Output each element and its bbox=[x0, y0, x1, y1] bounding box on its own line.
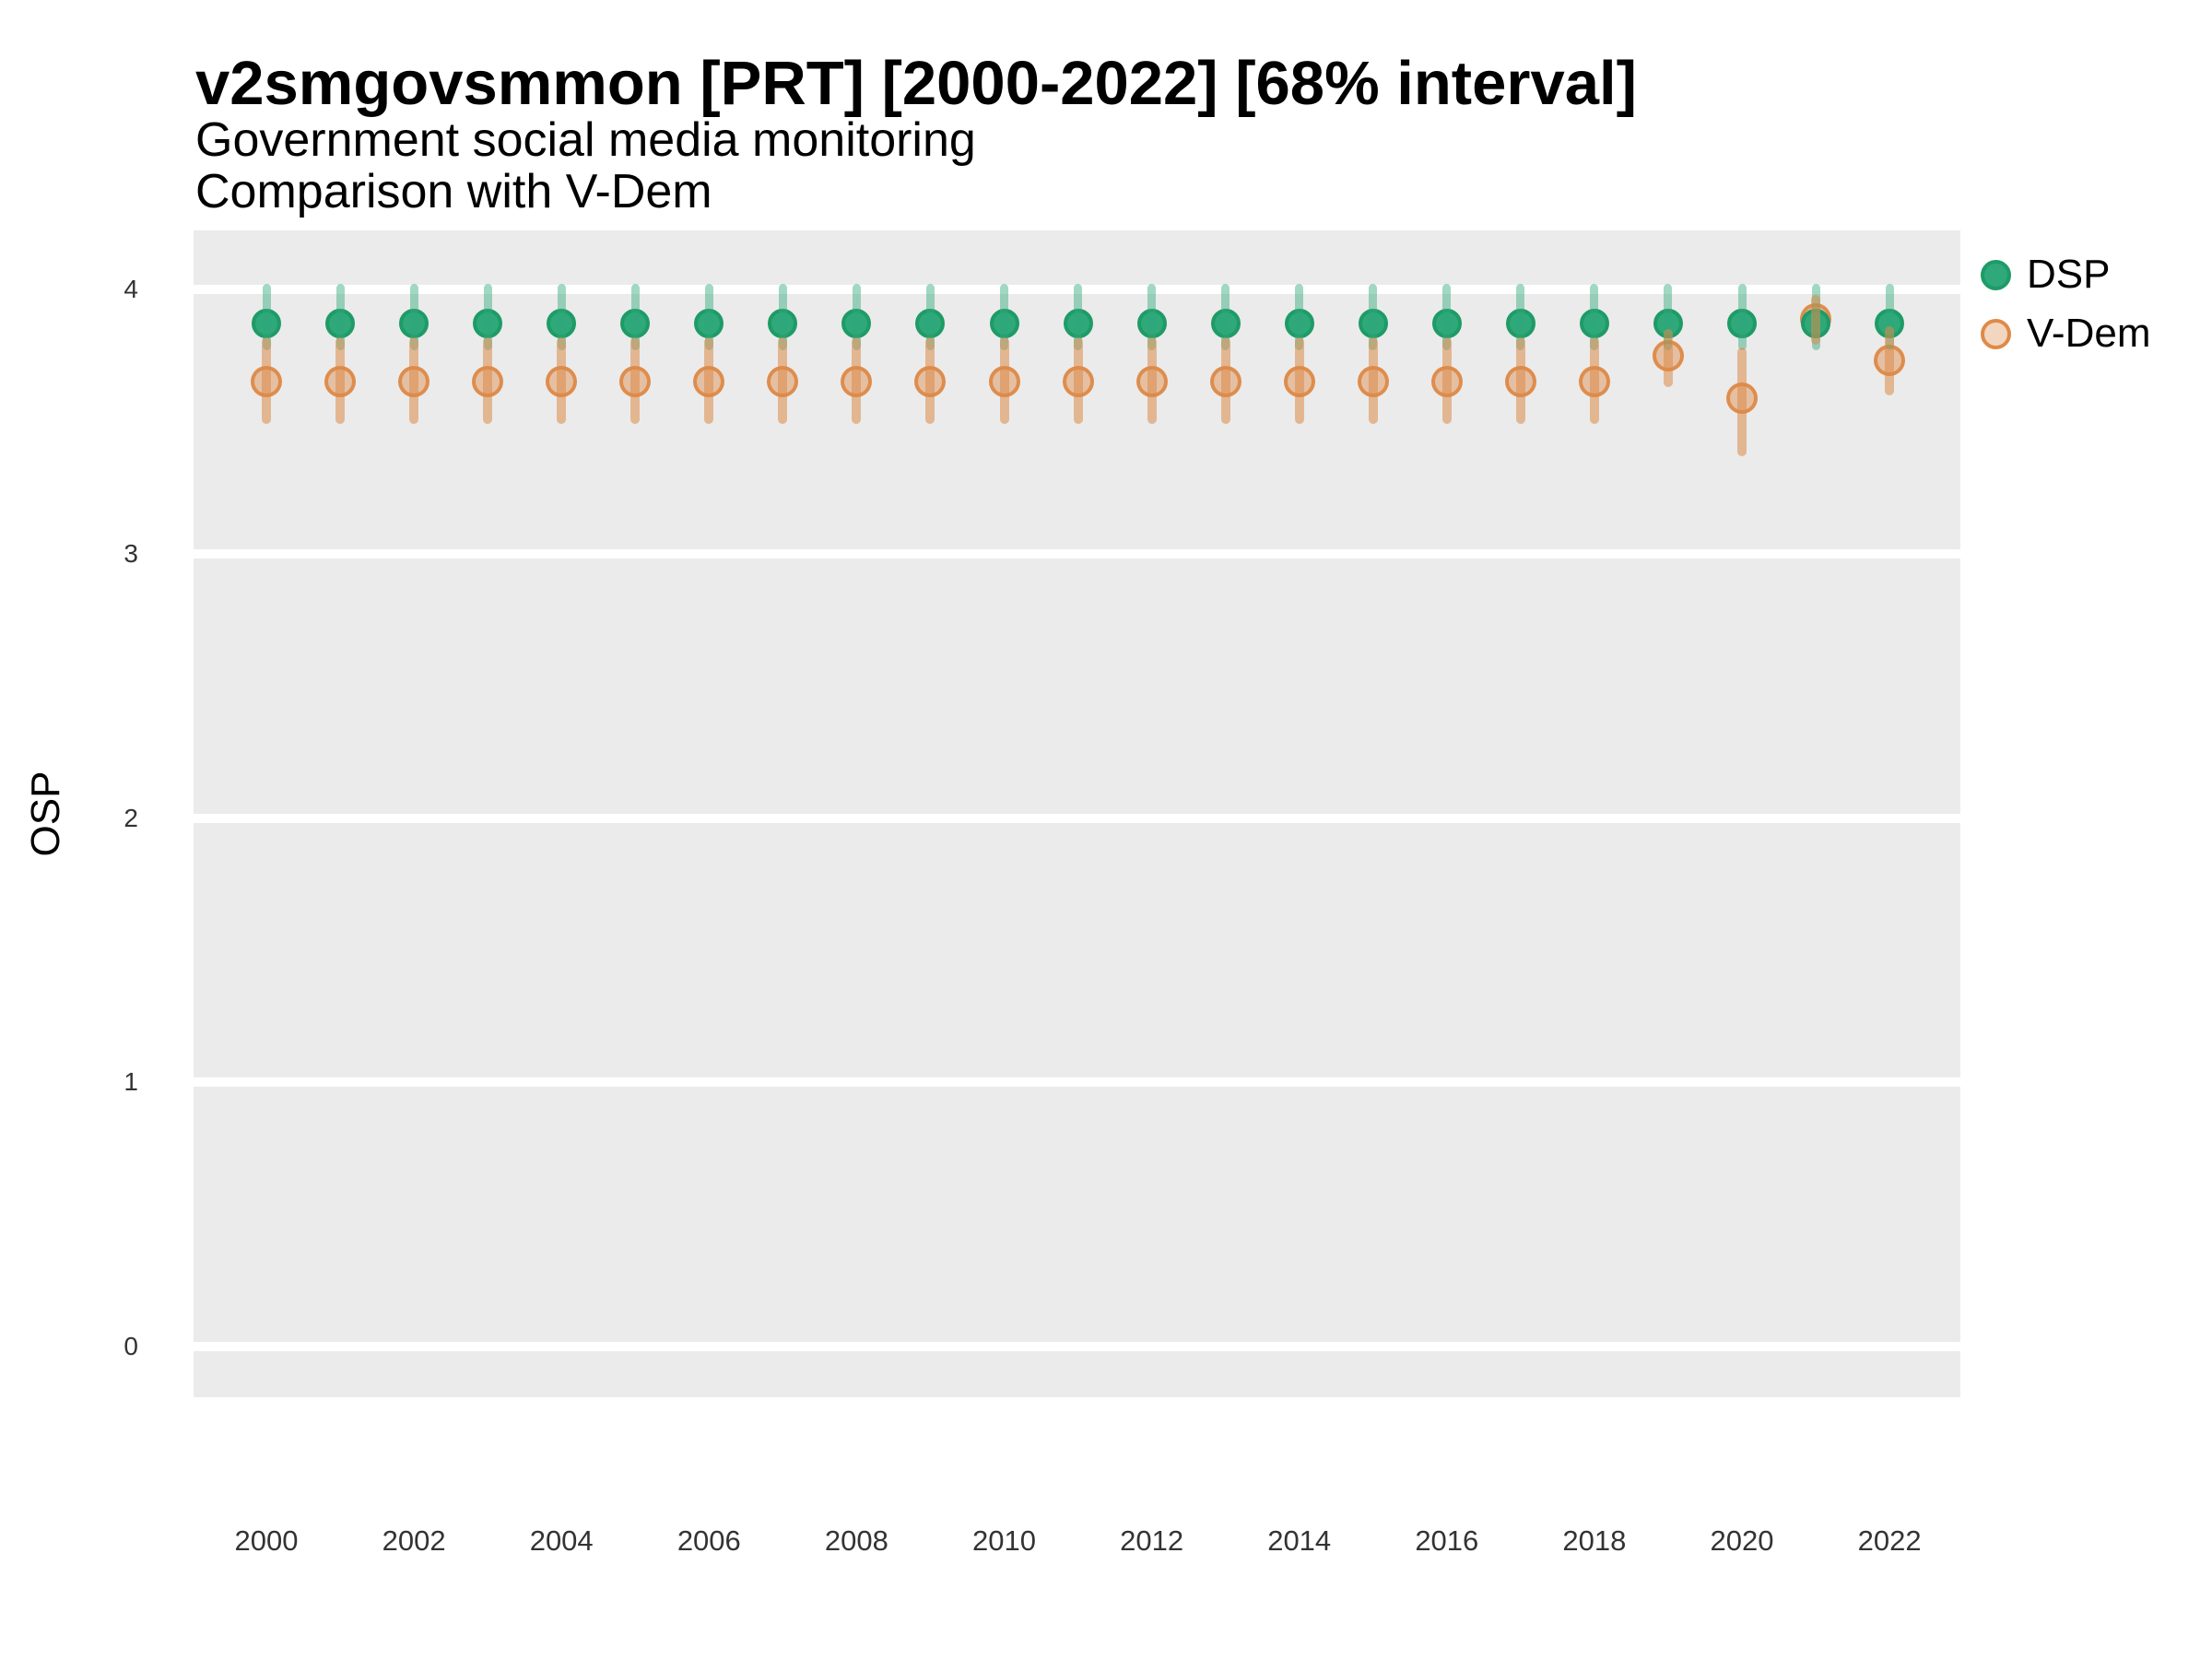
dsp-point-2007 bbox=[768, 309, 798, 339]
vdem-interval-2013 bbox=[1220, 336, 1230, 425]
y-tick-label-1: 1 bbox=[124, 1067, 138, 1097]
vdem-interval-2011 bbox=[1073, 336, 1083, 425]
vdem-interval-2016 bbox=[1441, 336, 1452, 425]
chart-subtitle-comparison: Comparison with V-Dem bbox=[195, 165, 712, 218]
dsp-point-2013 bbox=[1210, 309, 1241, 339]
dsp-point-2011 bbox=[1063, 309, 1093, 339]
gridline-y-2 bbox=[194, 813, 1960, 823]
x-tick-label-2008: 2008 bbox=[824, 1524, 888, 1557]
dsp-point-2006 bbox=[694, 309, 724, 339]
dsp-interval-2002 bbox=[409, 284, 418, 350]
dsp-point-2008 bbox=[841, 309, 872, 339]
dsp-point-2010 bbox=[989, 309, 1019, 339]
legend-item-vdem: V-Dem bbox=[1981, 304, 2150, 363]
dsp-interval-2004 bbox=[557, 284, 566, 350]
gridline-y-0 bbox=[194, 1342, 1960, 1351]
vdem-interval-2005 bbox=[630, 336, 641, 425]
legend-label-dsp: DSP bbox=[2027, 252, 2111, 297]
dsp-interval-2017 bbox=[1516, 284, 1525, 350]
dsp-point-2012 bbox=[1136, 309, 1167, 339]
legend-item-dsp: DSP bbox=[1981, 245, 2150, 304]
x-tick-label-2002: 2002 bbox=[382, 1524, 446, 1557]
dsp-interval-2012 bbox=[1147, 284, 1157, 350]
chart-title: v2smgovsmmon [PRT] [2000-2022] [68% inte… bbox=[195, 49, 1637, 118]
x-tick-label-2022: 2022 bbox=[1857, 1524, 1922, 1557]
legend-dsp-point-icon bbox=[1981, 259, 2011, 290]
x-tick-label-2014: 2014 bbox=[1267, 1524, 1332, 1557]
y-tick-label-3: 3 bbox=[124, 538, 138, 568]
vdem-interval-2018 bbox=[1589, 336, 1599, 425]
dsp-point-2014 bbox=[1284, 309, 1314, 339]
y-tick-label-4: 4 bbox=[124, 275, 138, 303]
chart-subtitle: Government social media monitoring bbox=[195, 113, 976, 167]
y-tick-label-0: 0 bbox=[124, 1332, 138, 1360]
vdem-interval-2021 bbox=[1811, 294, 1821, 346]
dsp-interval-2014 bbox=[1295, 284, 1304, 350]
dsp-interval-2006 bbox=[704, 284, 713, 350]
vdem-interval-2002 bbox=[409, 336, 419, 425]
dsp-point-2000 bbox=[252, 309, 281, 339]
dsp-interval-2013 bbox=[1221, 284, 1230, 350]
dsp-interval-2008 bbox=[852, 284, 861, 350]
x-tick-label-2018: 2018 bbox=[1562, 1524, 1627, 1557]
dsp-interval-2020 bbox=[1737, 284, 1747, 350]
vdem-interval-2020 bbox=[1737, 347, 1747, 456]
legend-label-vdem: V-Dem bbox=[2027, 311, 2151, 356]
x-tick-label-2020: 2020 bbox=[1710, 1524, 1774, 1557]
legend-vdem-point-icon bbox=[1981, 318, 2011, 349]
dsp-interval-2009 bbox=[925, 284, 935, 350]
dsp-point-2016 bbox=[1431, 309, 1462, 339]
vdem-interval-2014 bbox=[1294, 336, 1304, 425]
dsp-interval-2019 bbox=[1664, 284, 1673, 350]
dsp-point-2018 bbox=[1579, 309, 1609, 339]
vdem-interval-2009 bbox=[925, 336, 935, 425]
vdem-interval-2010 bbox=[999, 336, 1009, 425]
vdem-interval-2019 bbox=[1663, 329, 1673, 388]
vdem-interval-2022 bbox=[1885, 326, 1895, 395]
dsp-interval-2003 bbox=[483, 284, 492, 350]
x-tick-label-2000: 2000 bbox=[234, 1524, 299, 1557]
dsp-interval-2005 bbox=[630, 284, 640, 350]
x-tick-label-2012: 2012 bbox=[1120, 1524, 1184, 1557]
vdem-interval-2006 bbox=[704, 336, 714, 425]
dsp-interval-2001 bbox=[335, 284, 345, 350]
dsp-interval-2011 bbox=[1074, 284, 1083, 350]
dsp-interval-2016 bbox=[1442, 284, 1452, 350]
dsp-interval-2015 bbox=[1369, 284, 1378, 350]
dsp-point-2017 bbox=[1505, 309, 1535, 339]
dsp-interval-2018 bbox=[1590, 284, 1599, 350]
dsp-point-2020 bbox=[1727, 309, 1757, 339]
dsp-point-2003 bbox=[473, 309, 503, 339]
x-tick-label-2010: 2010 bbox=[972, 1524, 1036, 1557]
vdem-interval-2008 bbox=[852, 336, 862, 425]
vdem-interval-2003 bbox=[483, 336, 493, 425]
dsp-interval-2007 bbox=[778, 284, 787, 350]
x-tick-label-2016: 2016 bbox=[1415, 1524, 1479, 1557]
plot-panel bbox=[194, 230, 1960, 1397]
dsp-interval-2022 bbox=[1885, 284, 1894, 350]
vdem-interval-2012 bbox=[1147, 336, 1157, 425]
dsp-point-2015 bbox=[1358, 309, 1388, 339]
vdem-interval-2004 bbox=[557, 336, 567, 425]
dsp-point-2005 bbox=[620, 309, 651, 339]
gridline-y-4 bbox=[194, 285, 1960, 294]
vdem-interval-2007 bbox=[778, 336, 788, 425]
vdem-interval-2001 bbox=[335, 336, 346, 425]
y-tick-label-2: 2 bbox=[124, 803, 138, 832]
x-tick-label-2006: 2006 bbox=[677, 1524, 741, 1557]
dsp-point-2001 bbox=[325, 309, 356, 339]
vdem-interval-2015 bbox=[1368, 336, 1378, 425]
x-tick-label-2004: 2004 bbox=[529, 1524, 594, 1557]
dsp-interval-2000 bbox=[262, 284, 271, 350]
gridline-y-1 bbox=[194, 1077, 1960, 1088]
gridline-y-3 bbox=[194, 548, 1960, 559]
vdem-interval-2017 bbox=[1515, 336, 1525, 425]
legend: DSP V-Dem bbox=[1981, 245, 2150, 363]
dsp-point-2009 bbox=[915, 309, 946, 339]
dsp-point-2004 bbox=[547, 309, 577, 339]
dsp-interval-2010 bbox=[1000, 284, 1008, 350]
dsp-point-2002 bbox=[399, 309, 429, 339]
vdem-interval-2000 bbox=[262, 336, 271, 425]
